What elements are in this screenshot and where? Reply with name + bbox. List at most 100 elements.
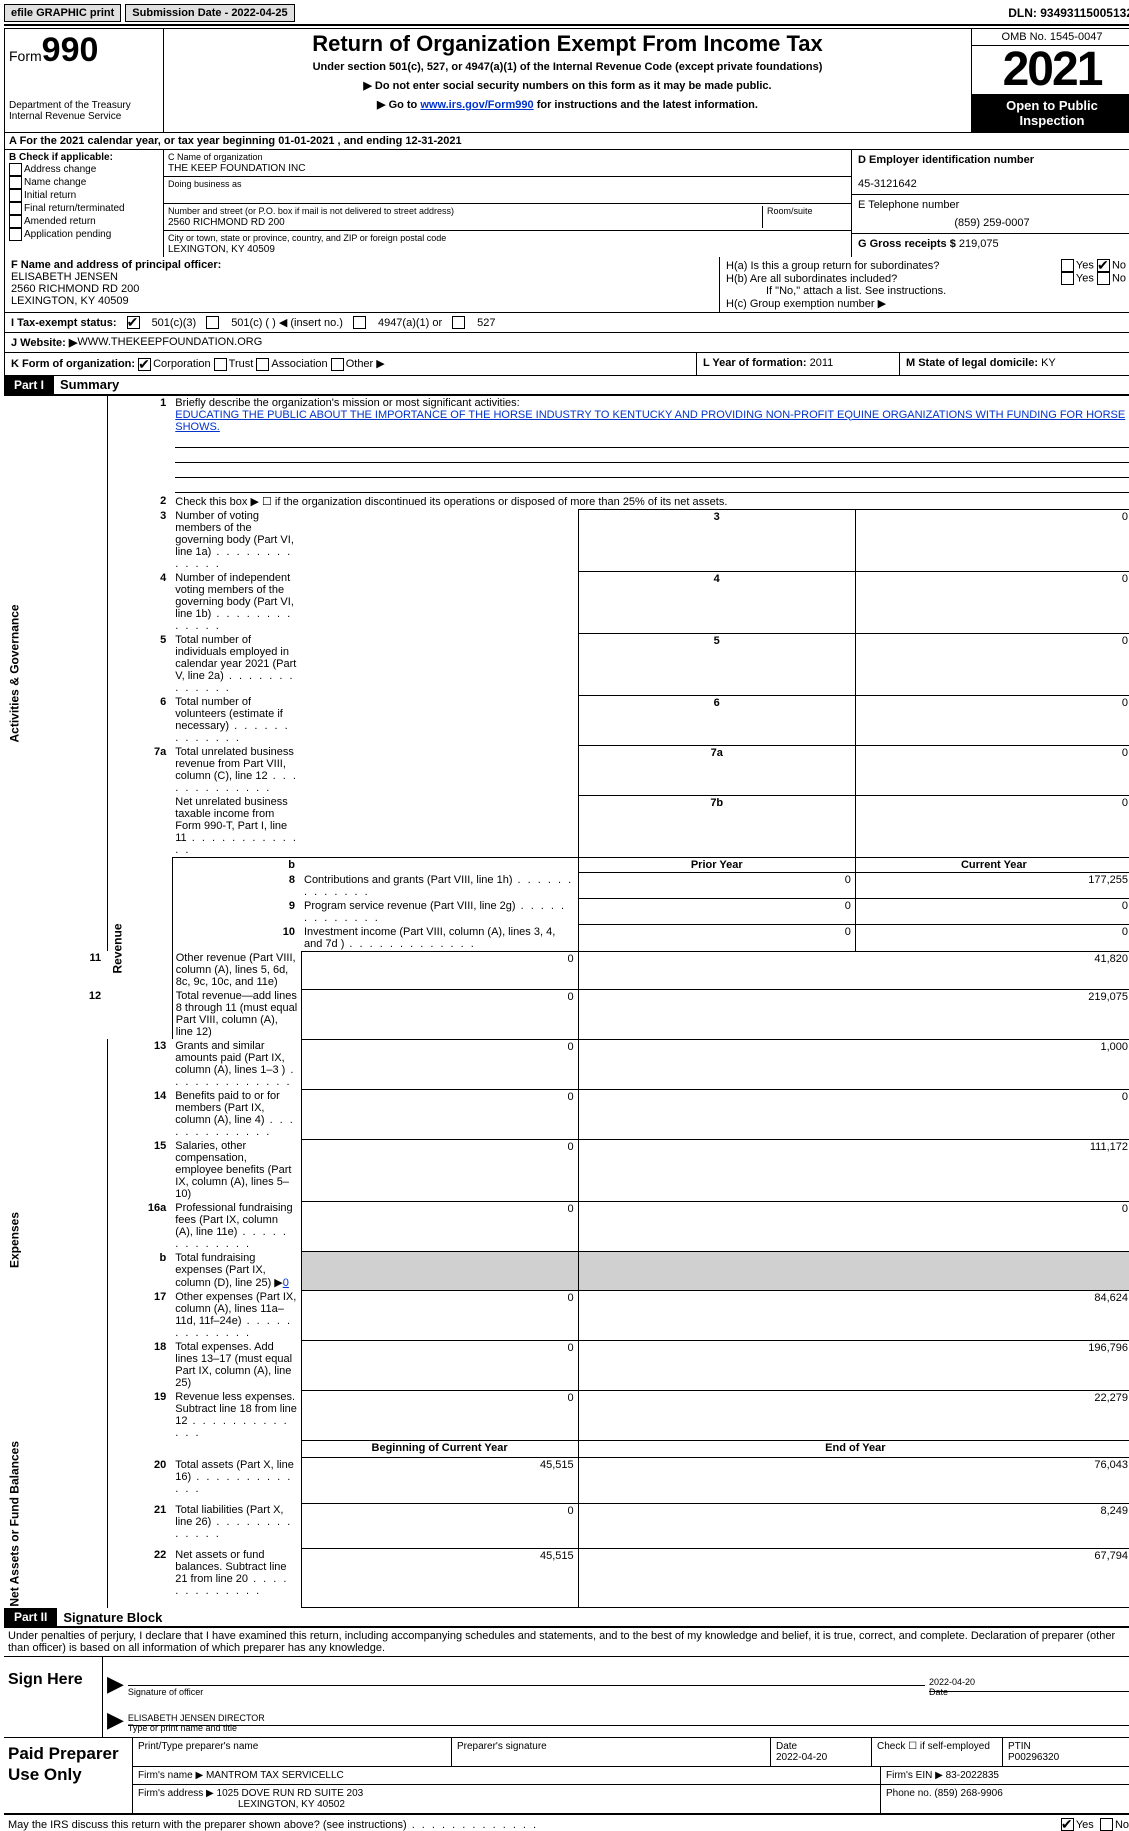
chk-name-change[interactable] — [9, 176, 22, 189]
chk-other[interactable] — [331, 358, 344, 371]
line9-text: Program service revenue (Part VIII, line… — [301, 899, 578, 925]
p17: 0 — [301, 1290, 578, 1340]
v7a: 0 — [855, 745, 1129, 795]
chk-discuss-no[interactable] — [1100, 1818, 1113, 1831]
c17: 84,624 — [578, 1290, 1129, 1340]
firm-phone: Phone no. (859) 268-9906 — [881, 1785, 1129, 1813]
side-revenue: Revenue — [107, 858, 172, 1040]
chk-trust[interactable] — [214, 358, 227, 371]
arrow-icon: ▶ — [107, 1707, 124, 1733]
city-label: City or town, state or province, country… — [168, 233, 446, 243]
chk-ha-yes[interactable] — [1061, 259, 1074, 272]
form-title: Return of Organization Exempt From Incom… — [168, 31, 967, 57]
f-label: F Name and address of principal officer: — [11, 259, 221, 271]
hb-label: H(b) Are all subordinates included? — [726, 273, 897, 285]
part1-header: Part I Summary — [4, 376, 1129, 396]
side-netassets: Net Assets or Fund Balances — [4, 1440, 107, 1608]
prep-sig-lbl: Preparer's signature — [452, 1738, 771, 1766]
chk-501c[interactable] — [206, 316, 219, 329]
v3: 0 — [855, 509, 1129, 571]
line18-text: Total expenses. Add lines 13–17 (must eq… — [172, 1340, 301, 1390]
chk-final-return[interactable] — [9, 202, 22, 215]
chk-address-change[interactable] — [9, 163, 22, 176]
section-fh: F Name and address of principal officer:… — [4, 257, 1129, 313]
chk-application-pending[interactable] — [9, 228, 22, 241]
perjury-declaration: Under penalties of perjury, I declare th… — [4, 1628, 1129, 1656]
p11: 0 — [301, 951, 578, 989]
chk-501c3[interactable] — [127, 316, 140, 329]
line22-text: Net assets or fund balances. Subtract li… — [172, 1548, 301, 1607]
arrow-icon: ▶ — [107, 1671, 124, 1697]
line19-text: Revenue less expenses. Subtract line 18 … — [172, 1390, 301, 1440]
sig-officer-field: Signature of officer — [128, 1685, 925, 1697]
subtitle-2: ▶ Do not enter social security numbers o… — [168, 79, 967, 92]
chk-ha-no[interactable] — [1097, 259, 1110, 272]
p8: 0 — [578, 873, 855, 899]
discuss-row: May the IRS discuss this return with the… — [4, 1815, 1129, 1831]
k-label: K Form of organization: — [11, 358, 135, 370]
mission-text: EDUCATING THE PUBLIC ABOUT THE IMPORTANC… — [175, 409, 1125, 433]
officer-street: 2560 RICHMOND RD 200 — [11, 283, 139, 295]
open-to-public: Open to Public Inspection — [972, 94, 1129, 132]
city-value: LEXINGTON, KY 40509 — [168, 244, 275, 255]
form-number: Form990 — [9, 31, 159, 70]
discuss-question: May the IRS discuss this return with the… — [8, 1819, 1061, 1831]
c15: 111,172 — [578, 1139, 1129, 1201]
c12: 219,075 — [578, 989, 1129, 1039]
line11-text: Other revenue (Part VIII, column (A), li… — [172, 951, 301, 989]
prep-date: Date2022-04-20 — [771, 1738, 872, 1766]
boy-hdr: Beginning of Current Year — [301, 1440, 578, 1458]
subtitle-3: ▶ Go to www.irs.gov/Form990 for instruct… — [168, 98, 967, 111]
l-label: L Year of formation: — [703, 357, 807, 369]
officer-name: ELISABETH JENSEN — [11, 271, 118, 283]
top-bar: efile GRAPHIC print Submission Date - 20… — [4, 4, 1129, 22]
chk-hb-yes[interactable] — [1061, 272, 1074, 285]
side-expenses: Expenses — [4, 1039, 107, 1440]
e-label: E Telephone number — [858, 199, 959, 211]
chk-initial-return[interactable] — [9, 189, 22, 202]
chk-527[interactable] — [452, 316, 465, 329]
line16a-text: Professional fundraising fees (Part IX, … — [172, 1201, 301, 1251]
efile-print-button[interactable]: efile GRAPHIC print — [4, 4, 121, 22]
chk-amended-return[interactable] — [9, 215, 22, 228]
section-i: I Tax-exempt status: 501(c)(3) 501(c) ( … — [4, 313, 1129, 333]
p10: 0 — [578, 925, 855, 952]
paid-preparer-label: Paid Preparer Use Only — [4, 1738, 133, 1813]
line17-text: Other expenses (Part IX, column (A), lin… — [172, 1290, 301, 1340]
room-label: Room/suite — [767, 206, 813, 216]
c8: 177,255 — [855, 873, 1129, 899]
c10: 0 — [855, 925, 1129, 952]
c11: 41,820 — [578, 951, 1129, 989]
current-year-hdr: Current Year — [855, 858, 1129, 873]
irs-link[interactable]: www.irs.gov/Form990 — [420, 99, 533, 111]
chk-hb-no[interactable] — [1097, 272, 1110, 285]
p19: 0 — [301, 1390, 578, 1440]
form-header: Form990 Department of the Treasury Inter… — [4, 28, 1129, 133]
g-label: G Gross receipts $ — [858, 238, 956, 250]
sign-here-label: Sign Here — [4, 1657, 103, 1737]
dept-treasury: Department of the Treasury Internal Reve… — [9, 100, 159, 122]
ein-value: 45-3121642 — [858, 178, 917, 190]
line5-text: Total number of individuals employed in … — [172, 633, 301, 695]
hb-note: If "No," attach a list. See instructions… — [726, 285, 1126, 297]
section-a: A For the 2021 calendar year, or tax yea… — [4, 133, 1129, 150]
tax-year: 2021 — [972, 46, 1129, 94]
chk-corp[interactable] — [138, 358, 151, 371]
firm-address: Firm's address ▶ 1025 DOVE RUN RD SUITE … — [133, 1785, 881, 1813]
chk-4947[interactable] — [353, 316, 366, 329]
c19: 22,279 — [578, 1390, 1129, 1440]
line7b-text: Net unrelated business taxable income fr… — [172, 795, 301, 858]
line13-text: Grants and similar amounts paid (Part IX… — [172, 1039, 301, 1089]
line2-text: Check this box ▶ ☐ if the organization d… — [172, 494, 1129, 510]
line10-text: Investment income (Part VIII, column (A)… — [301, 925, 578, 952]
c18: 196,796 — [578, 1340, 1129, 1390]
line21-text: Total liabilities (Part X, line 26) — [172, 1503, 301, 1548]
b22: 45,515 — [301, 1548, 578, 1607]
chk-discuss-yes[interactable] — [1061, 1818, 1074, 1831]
submission-date-button[interactable]: Submission Date - 2022-04-25 — [125, 4, 294, 22]
section-klm: K Form of organization: Corporation Trus… — [4, 353, 1129, 376]
c13: 1,000 — [578, 1039, 1129, 1089]
line16b-text: Total fundraising expenses (Part IX, col… — [172, 1251, 301, 1290]
part1-badge: Part I — [4, 376, 54, 394]
chk-assoc[interactable] — [256, 358, 269, 371]
